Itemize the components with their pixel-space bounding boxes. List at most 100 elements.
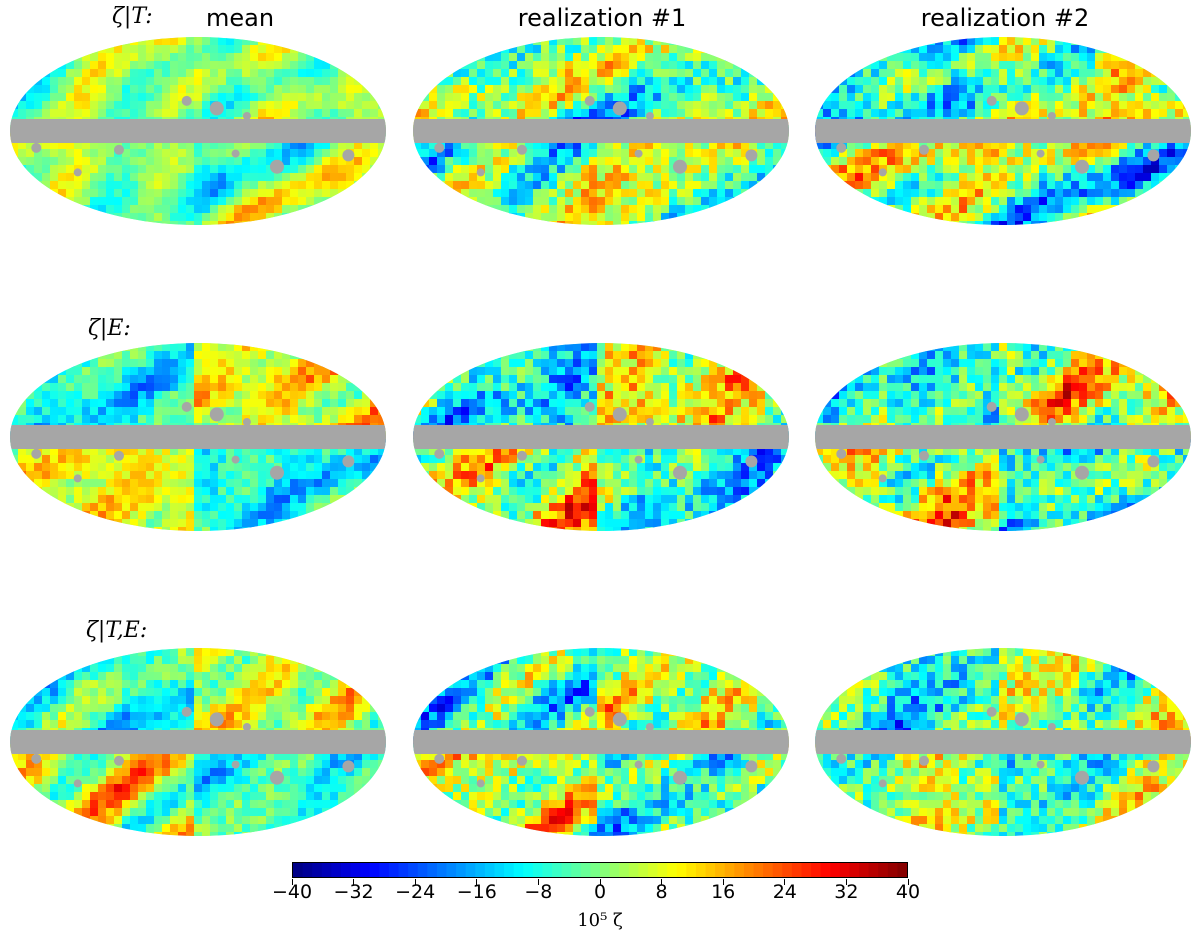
sky-pixel bbox=[589, 359, 598, 368]
sky-pixel bbox=[1095, 93, 1104, 102]
sky-pixel bbox=[437, 407, 446, 416]
sky-pixel bbox=[975, 213, 984, 222]
sky-pixel bbox=[74, 141, 83, 150]
sky-pixel bbox=[1079, 181, 1088, 190]
sky-pixel bbox=[138, 479, 147, 488]
sky-pixel bbox=[413, 157, 422, 166]
sky-pixel bbox=[669, 93, 678, 102]
sky-pixel bbox=[106, 383, 115, 392]
sky-pixel bbox=[370, 109, 379, 118]
sky-pixel bbox=[202, 69, 211, 78]
sky-pixel bbox=[589, 471, 598, 480]
sky-pixel bbox=[645, 471, 654, 480]
sky-pixel bbox=[573, 109, 582, 118]
sky-pixel bbox=[741, 407, 750, 416]
sky-pixel bbox=[919, 53, 928, 62]
sky-pixel bbox=[565, 463, 574, 472]
sky-pixel bbox=[709, 511, 718, 520]
sky-pixel bbox=[162, 69, 171, 78]
sky-pixel bbox=[1007, 149, 1016, 158]
sky-pixel bbox=[581, 415, 590, 424]
sky-pixel bbox=[194, 109, 203, 118]
sky-pixel bbox=[693, 93, 702, 102]
sky-pixel bbox=[250, 213, 259, 222]
sky-pixel bbox=[629, 455, 638, 464]
sky-pixel bbox=[951, 213, 960, 222]
sky-pixel bbox=[122, 109, 131, 118]
sky-pixel bbox=[477, 141, 486, 150]
sky-pixel bbox=[122, 77, 131, 86]
sky-pixel bbox=[919, 93, 928, 102]
sky-pixel bbox=[330, 375, 339, 384]
sky-pixel bbox=[1087, 189, 1096, 198]
sky-pixel bbox=[717, 375, 726, 384]
sky-pixel bbox=[154, 495, 163, 504]
sky-pixel bbox=[114, 53, 123, 62]
sky-pixel bbox=[445, 375, 454, 384]
sky-pixel bbox=[234, 463, 243, 472]
sky-pixel bbox=[935, 101, 944, 110]
sky-pixel bbox=[1047, 221, 1056, 225]
sky-pixel bbox=[927, 149, 936, 158]
sky-pixel bbox=[242, 527, 251, 531]
sky-pixel bbox=[637, 53, 646, 62]
sky-pixel bbox=[421, 165, 430, 174]
sky-pixel bbox=[429, 93, 438, 102]
sky-pixel bbox=[1135, 173, 1144, 182]
sky-pixel bbox=[218, 85, 227, 94]
sky-pixel bbox=[453, 367, 462, 376]
sky-pixel bbox=[338, 407, 347, 416]
sky-pixel bbox=[210, 77, 219, 86]
sky-pixel bbox=[637, 45, 646, 54]
sky-pixel bbox=[983, 383, 992, 392]
sky-pixel bbox=[1039, 157, 1048, 166]
sky-pixel bbox=[733, 503, 742, 512]
sky-pixel bbox=[242, 375, 251, 384]
sky-pixel bbox=[839, 109, 848, 118]
sky-pixel bbox=[637, 415, 646, 424]
sky-pixel bbox=[541, 463, 550, 472]
sky-pixel bbox=[1039, 375, 1048, 384]
sky-pixel bbox=[525, 101, 534, 110]
sky-pixel bbox=[557, 53, 566, 62]
sky-pixel bbox=[999, 359, 1008, 368]
sky-pixel bbox=[114, 487, 123, 496]
sky-pixel bbox=[170, 367, 179, 376]
sky-pixel bbox=[685, 399, 694, 408]
sky-pixel bbox=[991, 351, 1000, 360]
sky-pixel bbox=[429, 101, 438, 110]
sky-pixel bbox=[879, 109, 888, 118]
sky-pixel bbox=[130, 141, 139, 150]
sky-pixel bbox=[226, 213, 235, 222]
sky-pixel bbox=[573, 471, 582, 480]
sky-pixel bbox=[362, 109, 371, 118]
sky-pixel bbox=[461, 109, 470, 118]
sky-pixel bbox=[717, 181, 726, 190]
sky-pixel bbox=[621, 77, 630, 86]
sky-pixel bbox=[1183, 93, 1191, 102]
sky-pixel bbox=[895, 53, 904, 62]
sky-pixel bbox=[354, 375, 363, 384]
sky-pixel bbox=[653, 205, 662, 214]
sky-pixel bbox=[589, 165, 598, 174]
sky-pixel bbox=[991, 93, 1000, 102]
point-source-mask bbox=[209, 407, 224, 422]
sky-pixel bbox=[162, 45, 171, 54]
sky-pixel bbox=[226, 61, 235, 70]
sky-pixel bbox=[186, 503, 195, 512]
sky-pixel bbox=[701, 149, 710, 158]
sky-pixel bbox=[106, 149, 115, 158]
sky-pixel bbox=[82, 487, 91, 496]
sky-pixel bbox=[1159, 85, 1168, 94]
sky-pixel bbox=[573, 407, 582, 416]
sky-pixel bbox=[1103, 93, 1112, 102]
sky-pixel bbox=[322, 471, 331, 480]
sky-pixel bbox=[114, 61, 123, 70]
sky-pixel bbox=[573, 359, 582, 368]
sky-pixel bbox=[226, 343, 235, 352]
sky-pixel bbox=[919, 383, 928, 392]
sky-pixel bbox=[725, 375, 734, 384]
sky-pixel bbox=[98, 375, 107, 384]
sky-pixel bbox=[437, 85, 446, 94]
sky-pixel bbox=[202, 77, 211, 86]
